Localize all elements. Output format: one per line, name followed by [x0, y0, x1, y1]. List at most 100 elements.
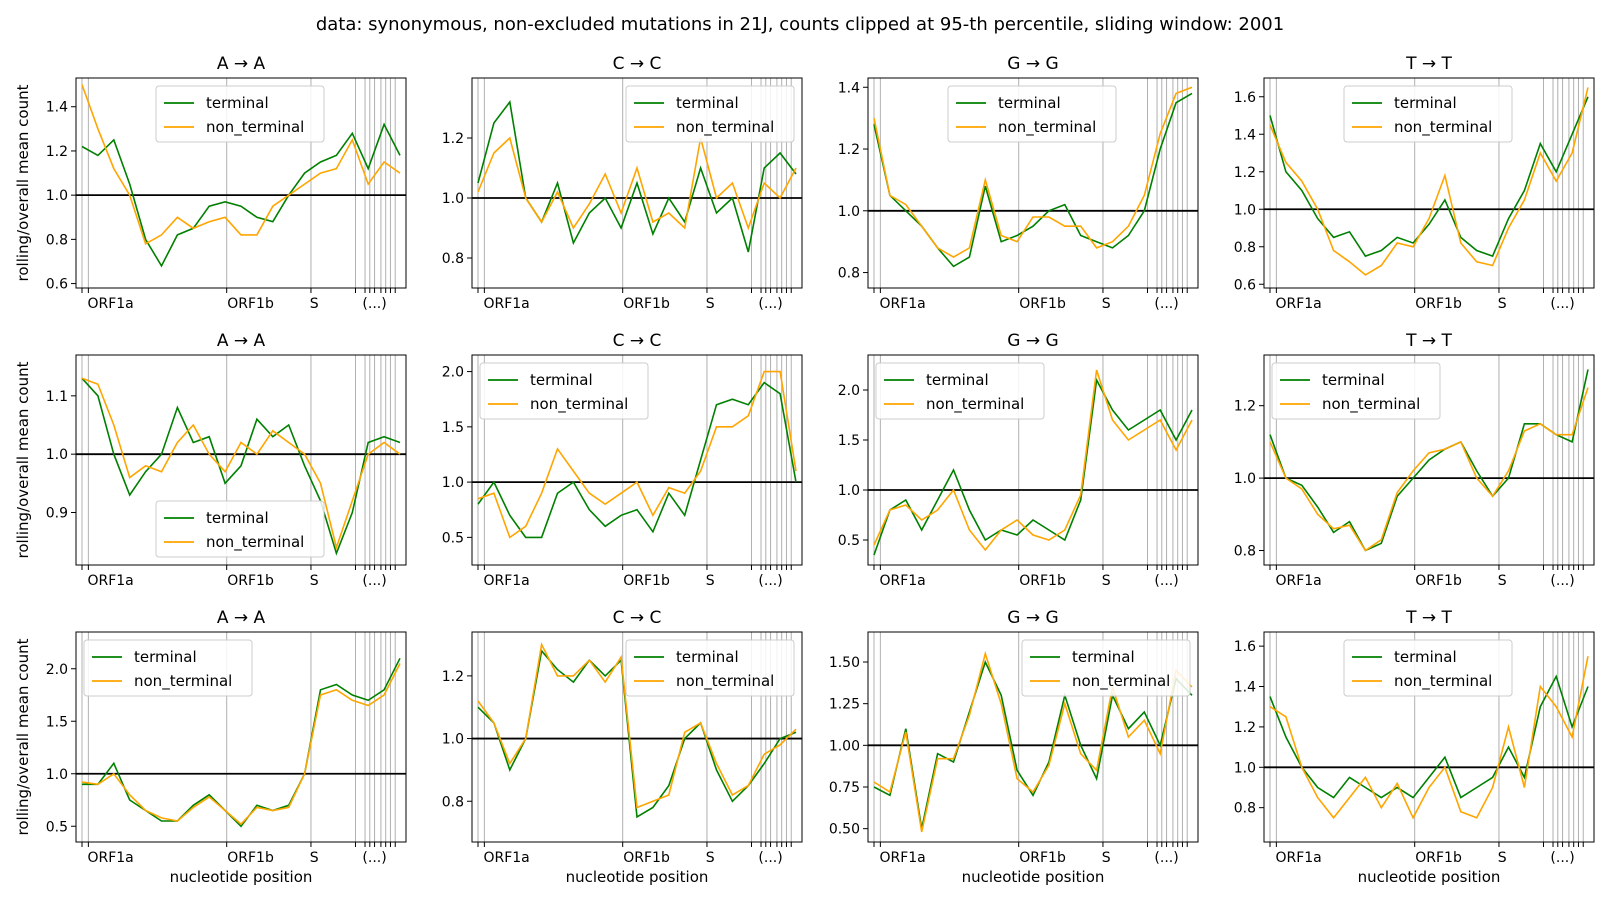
- legend-box: [1271, 362, 1441, 420]
- y-tick-label: 0.8: [1234, 240, 1256, 256]
- y-tick-label: 1.00: [829, 738, 860, 754]
- legend-label-non_terminal: non_terminal: [206, 533, 304, 552]
- panel-5: 0.5 1.0 1.5 2.0 ORF1a ORF1b S (...) C → C termina…: [442, 331, 803, 589]
- plot-frame: [75, 631, 407, 843]
- x-tick-label: ORF1b: [1415, 850, 1462, 866]
- panel-6: 0.5 1.0 1.5 2.0 ORF1a ORF1b S (...) G → G termina…: [838, 331, 1199, 589]
- legend-box: [1021, 639, 1191, 697]
- x-tick-label: ORF1a: [1275, 850, 1321, 866]
- x-tick-label: (...): [1154, 850, 1178, 866]
- x-tick-label: ORF1a: [483, 850, 529, 866]
- legend: terminal non_terminal: [479, 362, 649, 420]
- x-tick-label: ORF1b: [1415, 296, 1462, 312]
- legend-label-non_terminal: non_terminal: [1072, 672, 1170, 691]
- panel-title: T → T: [1405, 54, 1452, 74]
- figure-suptitle: data: synonymous, non-excluded mutations…: [315, 14, 1285, 35]
- y-tick-label: 1.6: [1234, 90, 1256, 106]
- x-tick-label: S: [706, 573, 715, 589]
- x-axis-label: nucleotide position: [1358, 868, 1501, 886]
- legend: terminal non_terminal: [1343, 85, 1513, 143]
- y-tick-label: 1.0: [838, 204, 860, 220]
- panel-title: G → G: [1007, 54, 1058, 74]
- series-line-non_terminal: [81, 663, 401, 826]
- legend-box: [1343, 85, 1513, 143]
- y-tick-label: 1.4: [46, 100, 68, 116]
- y-tick-label: 0.8: [46, 232, 68, 248]
- x-tick-label: ORF1b: [1415, 573, 1462, 589]
- y-tick-label: 1.6: [1234, 639, 1256, 655]
- plot-frame: [1263, 77, 1595, 289]
- y-tick-label: 0.6: [1234, 277, 1256, 293]
- y-tick-label: 0.9: [46, 506, 68, 522]
- panel-title: A → A: [217, 331, 266, 351]
- y-tick-label: 1.2: [1234, 165, 1256, 181]
- x-tick-label: (...): [1154, 573, 1178, 589]
- x-tick-label: ORF1a: [87, 850, 133, 866]
- plot-frame: [471, 631, 803, 843]
- y-tick-label: 1.0: [1234, 471, 1256, 487]
- series-line-terminal: [1269, 674, 1589, 799]
- y-axis-label: rolling/overall mean count: [14, 84, 32, 281]
- x-tick-label: ORF1a: [879, 296, 925, 312]
- y-tick-label: 1.4: [1234, 680, 1256, 696]
- legend-label-non_terminal: non_terminal: [1394, 118, 1492, 137]
- x-tick-label: S: [1102, 296, 1111, 312]
- y-tick-label: 0.8: [1234, 544, 1256, 560]
- y-tick-label: 1.5: [46, 714, 68, 730]
- legend: terminal non_terminal: [947, 85, 1117, 143]
- legend-label-non_terminal: non_terminal: [926, 395, 1024, 414]
- y-tick-label: 1.0: [46, 188, 68, 204]
- x-tick-label: S: [1498, 850, 1507, 866]
- legend-box: [625, 639, 795, 697]
- x-tick-label: ORF1b: [227, 573, 274, 589]
- series-line-non_terminal: [873, 369, 1193, 552]
- x-tick-label: (...): [758, 850, 782, 866]
- series-line-non_terminal: [81, 377, 401, 551]
- x-tick-label: ORF1a: [483, 573, 529, 589]
- plot-frame: [867, 631, 1199, 843]
- x-tick-label: ORF1a: [1275, 573, 1321, 589]
- x-axis-label: nucleotide position: [962, 868, 1105, 886]
- x-tick-label: S: [1102, 850, 1111, 866]
- legend-label-non_terminal: non_terminal: [676, 118, 774, 137]
- panel-title: A → A: [217, 54, 266, 74]
- series-line-terminal: [477, 381, 797, 539]
- y-tick-label: 1.5: [442, 420, 464, 436]
- legend-label-terminal: terminal: [676, 648, 739, 666]
- y-tick-label: 0.8: [1234, 801, 1256, 817]
- panel-4: 0.9 1.0 1.1 ORF1a ORF1b S (...) A → A terminal no…: [14, 331, 407, 589]
- x-tick-label: ORF1a: [87, 296, 133, 312]
- x-tick-label: ORF1a: [1275, 296, 1321, 312]
- legend-label-terminal: terminal: [530, 371, 593, 389]
- legend-label-terminal: terminal: [1394, 648, 1457, 666]
- panel-title: A → A: [217, 608, 266, 628]
- y-axis-label: rolling/overall mean count: [14, 638, 32, 835]
- x-tick-label: ORF1b: [227, 296, 274, 312]
- x-tick-label: S: [706, 296, 715, 312]
- legend: terminal non_terminal: [1271, 362, 1441, 420]
- x-tick-label: ORF1b: [623, 573, 670, 589]
- series-line-terminal: [82, 657, 401, 828]
- plot-frame: [1263, 631, 1595, 843]
- legend-label-non_terminal: non_terminal: [998, 118, 1096, 137]
- y-tick-label: 1.2: [442, 131, 464, 147]
- legend-label-terminal: terminal: [1394, 94, 1457, 112]
- panel-title: G → G: [1007, 331, 1058, 351]
- x-tick-label: (...): [758, 573, 782, 589]
- legend: terminal non_terminal: [625, 85, 795, 143]
- y-tick-label: 1.5: [838, 433, 860, 449]
- y-tick-label: 2.0: [838, 383, 860, 399]
- y-tick-label: 0.5: [46, 819, 68, 835]
- plot-frame: [867, 354, 1199, 566]
- y-tick-label: 1.2: [1234, 399, 1256, 415]
- legend: terminal non_terminal: [83, 639, 253, 697]
- legend-box: [1343, 639, 1513, 697]
- y-tick-label: 1.0: [442, 732, 464, 748]
- legend-label-terminal: terminal: [926, 371, 989, 389]
- x-tick-label: (...): [1550, 296, 1574, 312]
- legend-label-terminal: terminal: [1072, 648, 1135, 666]
- panel-7: 0.8 1.0 1.2 ORF1a ORF1b S (...) T → T terminal no…: [1234, 331, 1595, 589]
- y-tick-label: 1.2: [46, 144, 68, 160]
- series-line-non_terminal: [477, 370, 797, 539]
- x-tick-label: ORF1a: [483, 296, 529, 312]
